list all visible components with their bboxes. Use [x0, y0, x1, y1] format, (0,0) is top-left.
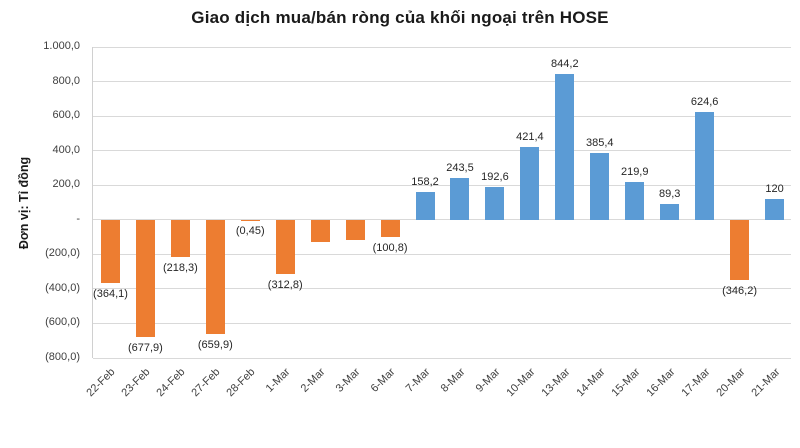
y-tick-label: 1.000,0 — [43, 40, 80, 52]
value-label: 158,2 — [411, 176, 439, 189]
value-label: 624,6 — [690, 95, 719, 108]
bar-16-Mar — [660, 204, 680, 220]
bar-3-Mar — [345, 219, 365, 241]
y-tick-label: 800,0 — [52, 74, 80, 87]
bar-9-Mar — [485, 186, 505, 220]
y-tick-label: (400,0) — [45, 281, 80, 294]
bar-8-Mar — [450, 177, 470, 220]
bar-6-Mar — [380, 219, 400, 238]
bar-15-Mar — [625, 181, 645, 220]
gridline — [93, 81, 791, 83]
y-tick-label: 400,0 — [52, 143, 80, 156]
y-tick-label: (600,0) — [45, 316, 80, 329]
bar-21-Mar — [765, 199, 785, 220]
value-label: (0,45) — [235, 224, 265, 237]
value-label: 421,4 — [516, 130, 544, 143]
gridline — [93, 115, 791, 117]
y-tick-label: - — [76, 212, 80, 225]
plot-area: (364,1) (677,9) (218,3) (659,9) (0,45) (312,8… — [92, 46, 791, 359]
y-tick-label: (200,0) — [45, 247, 80, 260]
x-axis-tick-labels: 22-Feb 23-Feb 24-Feb 27-Feb 28-Feb 1-Mar 2-Mar… — [85, 364, 790, 444]
gridline — [93, 253, 791, 255]
bar-10-Mar — [520, 146, 540, 220]
bar-27-Feb — [205, 219, 225, 334]
y-tick-label: (800,0) — [45, 351, 80, 363]
value-label: (346,2) — [722, 284, 757, 297]
value-label: 89,3 — [658, 188, 681, 201]
gridline — [93, 150, 791, 152]
gridline — [93, 322, 791, 324]
chart-title: Giao dịch mua/bán ròng của khối ngoại tr… — [191, 8, 609, 27]
value-label: 192,6 — [481, 170, 509, 183]
bar-22-Feb — [100, 219, 120, 283]
value-label: 120 — [765, 183, 784, 196]
y-axis-tick-labels: 1.000,0 800,0 600,0 400,0 200,0 - (200,0) (400,… — [0, 40, 84, 363]
value-label: (312,8) — [267, 278, 303, 291]
bar-17-Mar — [695, 111, 715, 220]
bar-23-Feb — [135, 219, 155, 337]
gridline — [93, 288, 791, 290]
bar-7-Mar — [415, 192, 435, 220]
gridline — [93, 219, 791, 221]
bar-13-Mar — [555, 73, 575, 220]
value-label: 844,2 — [551, 57, 579, 70]
value-label: (364,1) — [93, 287, 128, 300]
value-label: (218,3) — [162, 262, 198, 275]
value-label: (659,9) — [197, 338, 233, 351]
gridline — [93, 184, 791, 186]
value-label: 219,9 — [620, 165, 649, 178]
gridline — [93, 357, 791, 359]
gridline — [93, 46, 791, 48]
bar-14-Mar — [590, 153, 610, 220]
bar-1-Mar — [275, 219, 295, 274]
value-label: (100,8) — [372, 242, 408, 255]
value-label: 385,4 — [586, 137, 614, 150]
y-tick-label: 600,0 — [52, 109, 80, 122]
value-label: 243,5 — [446, 161, 474, 174]
y-tick-label: 200,0 — [52, 178, 80, 191]
value-label: (677,9) — [127, 341, 163, 354]
bar-2-Mar — [310, 219, 330, 243]
bar-28-Feb — [240, 219, 260, 221]
bar-20-Mar — [730, 219, 750, 280]
bar-24-Feb — [170, 219, 190, 258]
